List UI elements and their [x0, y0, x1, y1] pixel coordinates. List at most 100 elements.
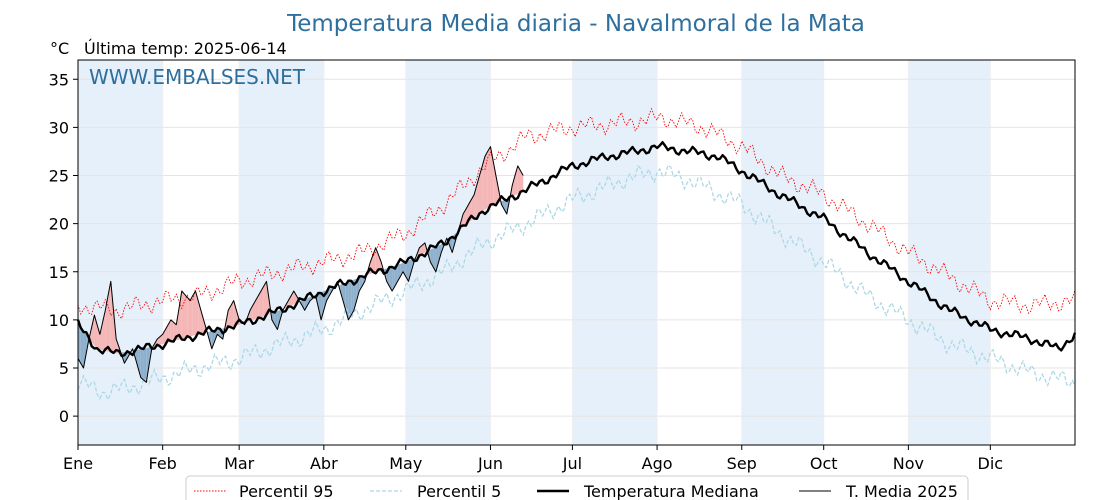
above-median-fill [422, 242, 425, 254]
above-median-fill [479, 165, 483, 214]
watermark: WWW.EMBALSES.NET [89, 65, 306, 89]
y-tick-label: 15 [49, 263, 69, 282]
x-tick-label: May [389, 454, 422, 473]
below-median-fill [435, 245, 439, 272]
month-shade-band [908, 60, 991, 445]
above-median-fill [181, 291, 185, 339]
series-line-p5 [77, 164, 1076, 402]
above-median-fill [91, 315, 95, 346]
grid-lines [77, 60, 1075, 445]
below-median-fill [301, 299, 305, 311]
above-median-fill [165, 324, 169, 344]
below-median-fill [400, 263, 404, 277]
above-median-fill [520, 170, 524, 193]
above-median-fill [105, 295, 109, 352]
below-median-fill [501, 200, 505, 210]
above-median-fill [108, 281, 111, 353]
plot-area: WWW.EMBALSES.NET [76, 59, 1077, 446]
y-tick-label: 35 [49, 70, 69, 89]
above-median-fill [487, 146, 491, 208]
below-median-fill [438, 244, 442, 263]
above-median-fill [200, 310, 204, 334]
above-median-fill [192, 291, 196, 336]
series-line-median [76, 141, 1077, 358]
below-median-fill [318, 292, 322, 320]
y-tick-label: 25 [49, 167, 69, 186]
below-median-fill [394, 264, 398, 287]
legend-median-label: Temperatura Mediana [583, 482, 759, 500]
above-median-fill [110, 281, 114, 353]
month-shade-band [572, 60, 658, 445]
above-median-fill [195, 291, 199, 336]
below-median-fill [359, 276, 363, 291]
above-median-fill [471, 194, 475, 221]
above-median-fill [263, 281, 267, 317]
above-median-fill [184, 294, 188, 339]
legend: Percentil 95 Percentil 5 Temperatura Med… [185, 475, 969, 500]
above-median-fill [233, 300, 237, 326]
above-median-fill [258, 291, 262, 318]
above-median-fill [517, 165, 521, 194]
y-tick-label: 0 [59, 407, 69, 426]
x-tick-label: Nov [893, 454, 924, 473]
below-median-fill [135, 349, 139, 368]
above-median-fill [419, 245, 423, 256]
x-tick-label: Ene [63, 454, 93, 473]
below-median-fill [146, 347, 150, 383]
x-tick-label: Sep [727, 454, 757, 473]
month-shade-band [741, 60, 824, 445]
above-median-fill [187, 297, 190, 338]
below-median-fill [392, 265, 395, 291]
chart-title: Temperatura Media diaria - Navalmoral de… [286, 11, 865, 37]
x-tick-label: Jun [477, 454, 503, 473]
month-shade-band [239, 60, 324, 445]
above-median-fill [266, 281, 270, 316]
x-tick-label: Jul [562, 454, 582, 473]
x-axis: Ene Feb Mar Abr May Jun Jul Ago Sep Oct Nov Dic [63, 445, 1003, 473]
month-shade-band [78, 60, 163, 445]
above-median-fill [179, 291, 182, 340]
below-median-fill [78, 324, 81, 364]
below-median-fill [304, 298, 308, 311]
above-median-fill [189, 295, 193, 337]
legend-p5-label: Percentil 5 [417, 482, 501, 500]
above-median-fill [512, 175, 516, 197]
below-median-fill [143, 348, 147, 383]
y-tick-label: 30 [49, 118, 69, 137]
legend-current-label: T. Media 2025 [845, 482, 958, 500]
x-tick-label: Ago [642, 454, 673, 473]
above-median-fill [176, 307, 180, 341]
below-median-fill [80, 328, 84, 368]
legend-p95-label: Percentil 95 [239, 482, 334, 500]
below-median-fill [138, 349, 141, 378]
above-median-fill [159, 334, 163, 345]
below-median-fill [348, 280, 352, 320]
series-line-p95 [77, 107, 1076, 320]
above-median-fill [476, 175, 480, 216]
above-median-fill [378, 254, 382, 272]
below-median-fill [342, 282, 346, 311]
above-median-fill [255, 295, 259, 319]
above-median-fill [252, 300, 256, 320]
above-median-fill [495, 175, 499, 205]
below-median-fill [209, 331, 212, 349]
above-median-fill [230, 300, 234, 327]
series-line-current [77, 146, 524, 383]
y-tick-label: 20 [49, 215, 69, 234]
x-tick-label: Oct [810, 454, 838, 473]
above-median-fill [288, 295, 292, 307]
month-shades [78, 60, 991, 445]
above-median-fill [97, 324, 100, 350]
legend-box [185, 475, 969, 500]
last-temp-label: Última temp: 2025-06-14 [84, 39, 287, 58]
below-median-fill [351, 279, 354, 316]
x-tick-label: Feb [149, 454, 177, 473]
plot-frame [77, 59, 1076, 446]
y-tick-label: 5 [59, 359, 69, 378]
above-median-fill [228, 305, 231, 328]
below-median-fill [356, 277, 360, 301]
below-median-fill [403, 262, 406, 277]
above-median-fill [490, 146, 494, 207]
above-median-fill [261, 286, 264, 317]
